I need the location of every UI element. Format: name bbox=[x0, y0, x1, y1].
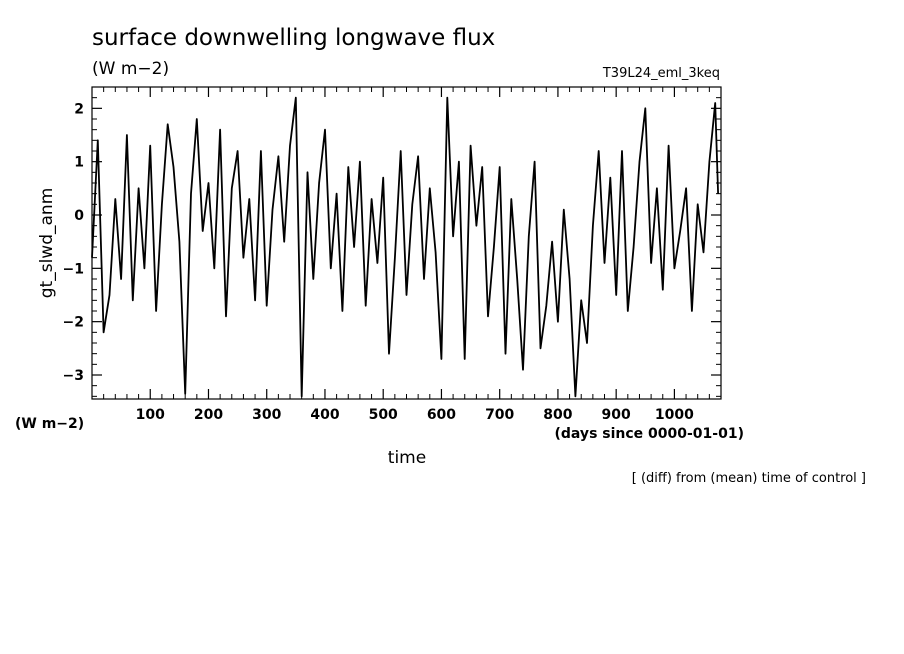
y-tick-label: 2 bbox=[74, 101, 84, 117]
x-tick-label: 700 bbox=[485, 407, 514, 423]
x-axis-label: time bbox=[388, 448, 426, 468]
series-line bbox=[91, 96, 719, 398]
y-tick-label: −2 bbox=[63, 315, 84, 331]
y-tick-label: 0 bbox=[74, 208, 84, 224]
x-tick-label: 900 bbox=[602, 407, 631, 423]
comparison-note: [ (diff) from (mean) time of control ] bbox=[632, 471, 866, 486]
x-axis-ticks: 100 200 300 400 500 600 700 800 900 1000 bbox=[136, 87, 694, 423]
y-axis-label: gt_slwd_anm bbox=[37, 188, 57, 298]
x-tick-label: 100 bbox=[136, 407, 165, 423]
x-tick-label: 300 bbox=[252, 407, 281, 423]
x-tick-label: 1000 bbox=[655, 407, 694, 423]
x-tick-label: 600 bbox=[427, 407, 456, 423]
plot-area: 100 200 300 400 500 600 700 800 900 1000 2 1 0 −1 −2 −… bbox=[63, 86, 722, 423]
x-tick-label: 200 bbox=[194, 407, 223, 423]
y-tick-label: 1 bbox=[74, 155, 84, 171]
x-axis-units: (days since 0000-01-01) bbox=[555, 426, 745, 442]
y-axis-ticks: 2 1 0 −1 −2 −3 bbox=[63, 101, 721, 384]
x-tick-label: 800 bbox=[543, 407, 572, 423]
x-tick-label: 400 bbox=[310, 407, 339, 423]
experiment-label: T39L24_eml_3keq bbox=[602, 66, 720, 81]
chart-units: (W m−2) bbox=[92, 59, 169, 79]
x-minor-ticks bbox=[103, 87, 710, 399]
y-axis-units: (W m−2) bbox=[15, 416, 84, 432]
chart-title: surface downwelling longwave flux bbox=[92, 25, 495, 51]
y-tick-label: −3 bbox=[63, 368, 84, 384]
x-tick-label: 500 bbox=[369, 407, 398, 423]
y-tick-label: −1 bbox=[63, 261, 84, 277]
